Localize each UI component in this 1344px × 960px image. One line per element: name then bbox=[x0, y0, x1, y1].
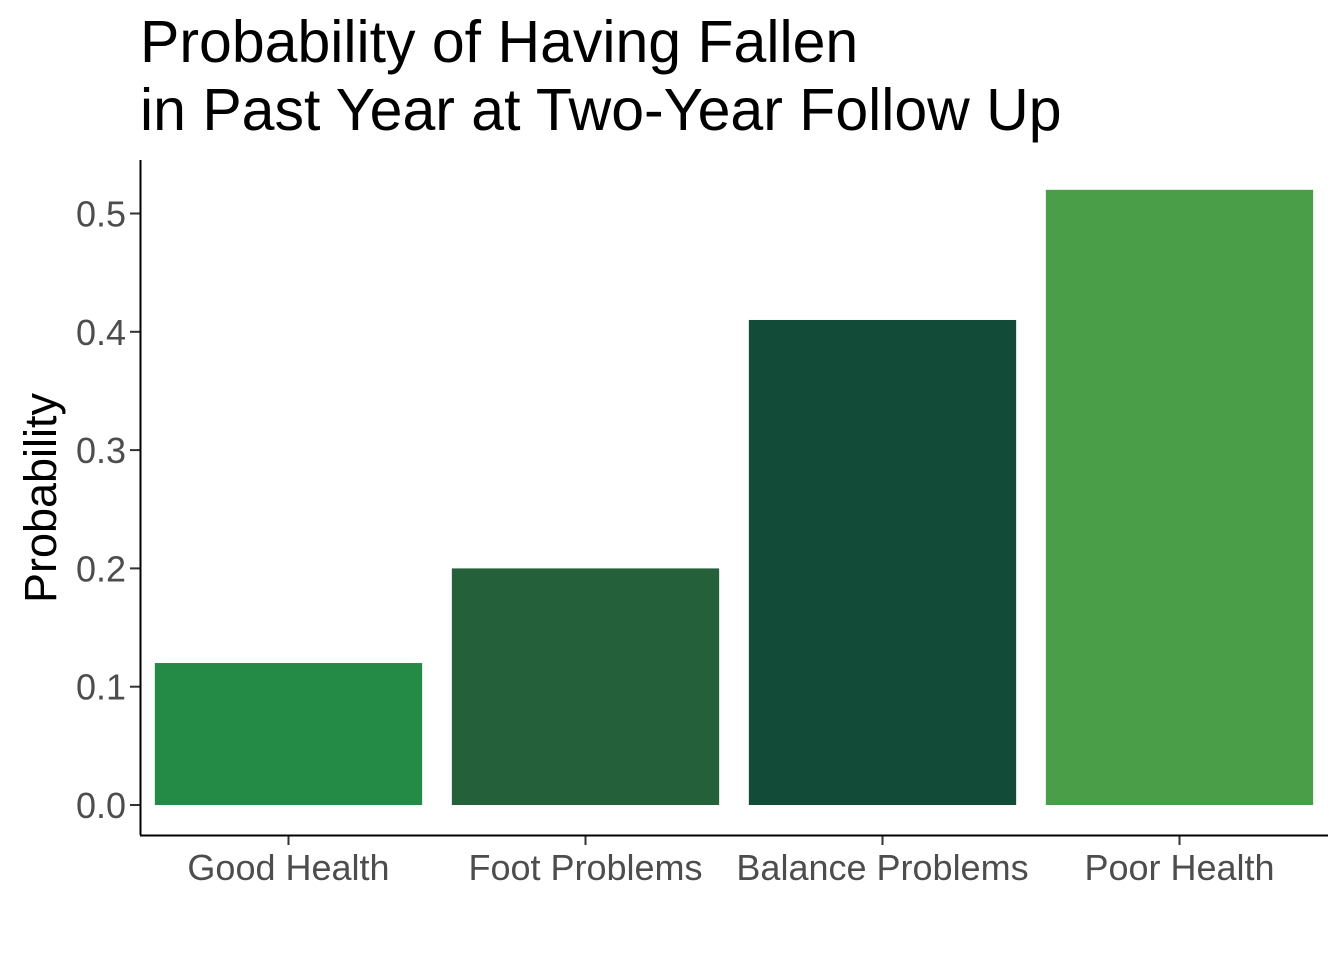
x-tick-label: Good Health bbox=[187, 847, 389, 888]
y-tick-label: 0.4 bbox=[76, 312, 126, 353]
y-axis-title: Probability bbox=[15, 392, 66, 603]
x-tick-label: Foot Problems bbox=[468, 847, 702, 888]
y-tick-label: 0.0 bbox=[76, 785, 126, 826]
bar-poor-health bbox=[1045, 189, 1314, 806]
y-tick-label: 0.3 bbox=[76, 430, 126, 471]
bar-foot-problems bbox=[451, 568, 720, 805]
chart-title-line-1: Probability of Having Fallen bbox=[140, 9, 858, 75]
y-tick-label: 0.1 bbox=[76, 667, 126, 708]
bars-group bbox=[154, 189, 1314, 806]
bar-good-health bbox=[154, 663, 423, 805]
y-tick-label: 0.2 bbox=[76, 548, 126, 589]
x-axis-ticks: Good Health Foot Problems Balance Problems… bbox=[187, 835, 1275, 888]
x-tick-label: Balance Problems bbox=[736, 847, 1028, 888]
bar-balance-problems bbox=[748, 319, 1017, 805]
y-axis-ticks: 0.0 0.1 0.2 0.3 0.4 0.5 bbox=[76, 194, 140, 826]
y-tick-label: 0.5 bbox=[76, 194, 126, 235]
x-tick-label: Poor Health bbox=[1084, 847, 1274, 888]
chart-title-line-2: in Past Year at Two-Year Follow Up bbox=[140, 77, 1062, 143]
